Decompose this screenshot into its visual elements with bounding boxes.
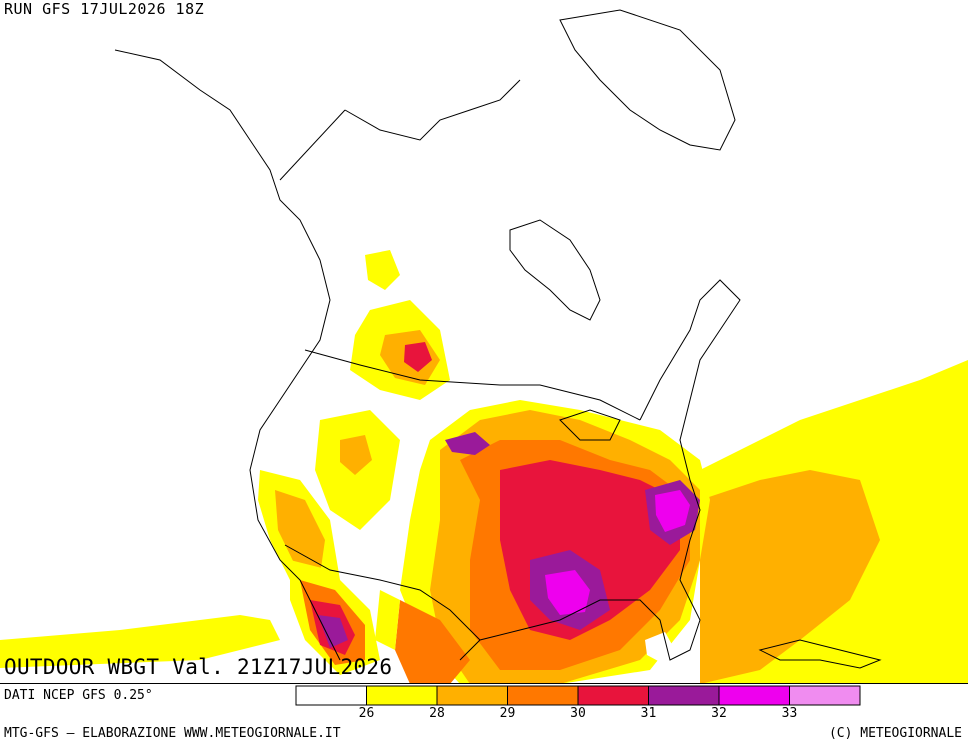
- gulf-coast-magenta: [545, 570, 590, 615]
- wbgt-map-canvas: [0, 9, 968, 684]
- legend-swatch-0: [295, 685, 367, 706]
- data-source-label: DATI NCEP GFS 0.25°: [4, 688, 153, 703]
- cuba: [758, 639, 882, 669]
- legend-swatch-1: [366, 685, 438, 706]
- northwest-red: [404, 342, 432, 372]
- hudson-bay: [509, 219, 601, 321]
- run-label: RUN GFS 17JUL2026 18Z: [4, 0, 205, 18]
- legend-tick-label: 26: [358, 706, 375, 721]
- legend-tick-label: 32: [711, 706, 727, 721]
- legend-tick-label: 33: [781, 706, 798, 721]
- plains-purple: [445, 432, 490, 455]
- frame-divider: [0, 683, 968, 684]
- mexico-orange: [395, 600, 470, 684]
- rockies-orange-spots: [340, 435, 372, 475]
- legend-swatch-6: [718, 685, 790, 706]
- east-coast: [459, 279, 741, 661]
- legend-swatch-5: [648, 685, 720, 706]
- southeast-magenta: [655, 490, 690, 532]
- legend-swatch-3: [507, 685, 579, 706]
- alaska-border: [279, 109, 346, 181]
- baja-purple: [318, 615, 348, 648]
- mexico-yellow: [375, 590, 400, 650]
- legend-swatch-4: [577, 685, 649, 706]
- footer-copyright: (C) METEOGIORNALE: [828, 726, 962, 741]
- footer-credit: MTG-GFS – ELABORAZIONE WWW.METEOGIORNALE…: [4, 726, 341, 741]
- legend-tick-label: 31: [640, 706, 657, 721]
- us-mexico-border: [284, 544, 481, 641]
- great-lakes: [559, 409, 621, 441]
- pacific-yellow-strip: [0, 615, 280, 668]
- legend-bar: [295, 685, 861, 706]
- alaska-coast: [114, 49, 341, 661]
- canada-us-border: [304, 349, 641, 421]
- arctic-coast: [344, 79, 521, 141]
- legend-tick-label: 29: [499, 706, 516, 721]
- map-title: OUTDOOR WBGT Val. 21Z17JUL2026: [4, 655, 393, 679]
- legend-tick-label: 30: [570, 706, 586, 721]
- atlantic-orange-zone: [700, 470, 880, 684]
- canada-yellow-patch: [365, 250, 400, 290]
- legend-swatch-7: [789, 685, 861, 706]
- legend-swatch-2: [436, 685, 508, 706]
- greenland: [559, 9, 736, 151]
- legend-tick-label: 28: [429, 706, 445, 721]
- color-legend: [295, 685, 862, 710]
- atlantic-yellow-far: [880, 380, 968, 470]
- weather-map: [0, 9, 968, 684]
- florida-white-spot: [645, 632, 675, 662]
- california-orange: [275, 490, 325, 575]
- coastlines: [114, 9, 882, 669]
